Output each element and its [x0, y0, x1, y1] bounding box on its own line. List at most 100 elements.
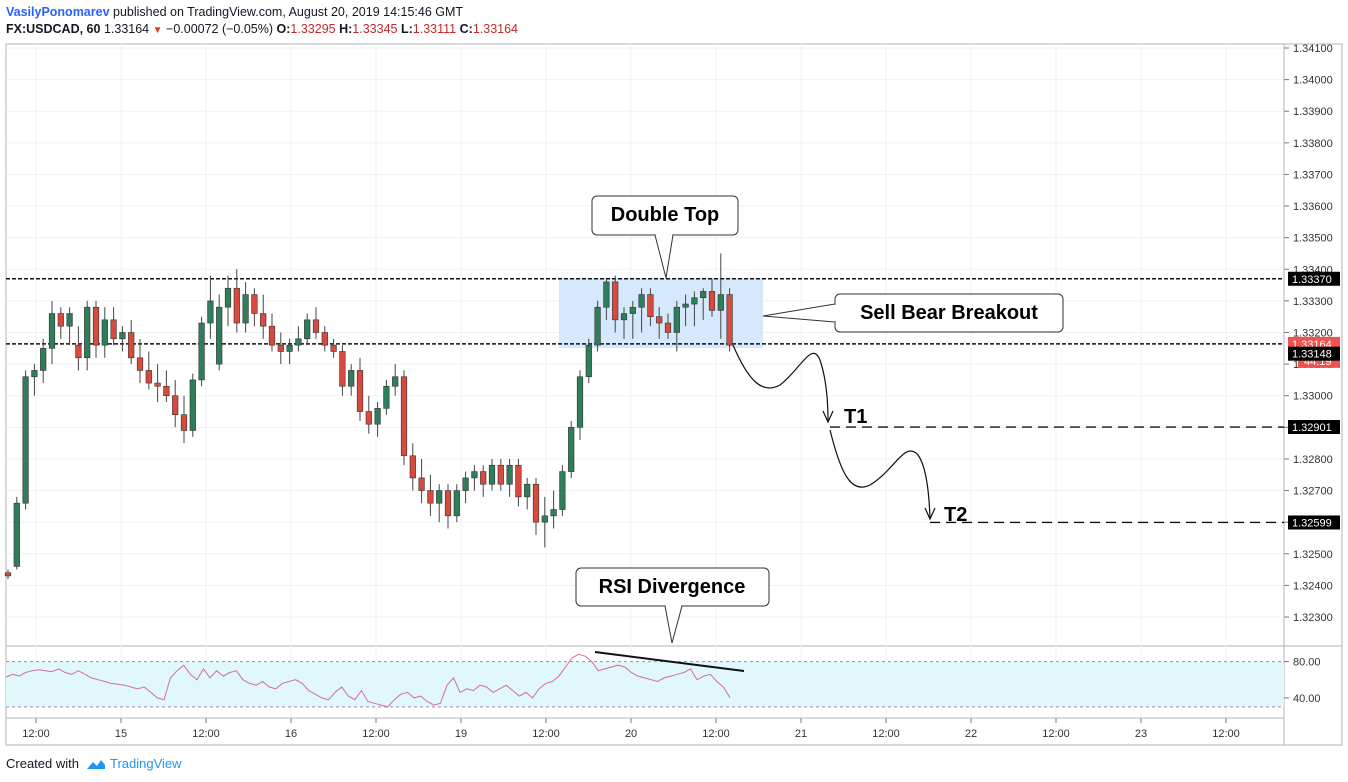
candle-up: [374, 408, 381, 425]
candle-up: [198, 322, 205, 381]
candle-up: [348, 370, 355, 387]
candle-down: [128, 332, 135, 359]
candle-up: [638, 294, 645, 308]
level-tag-top: 1.33370: [1292, 274, 1332, 286]
candle-up: [436, 490, 443, 504]
candle-up: [620, 313, 628, 321]
y-tick-label: 1.33300: [1293, 296, 1333, 308]
candle-down: [277, 344, 284, 352]
time-axis: 12:00 15 12:00 16 12:00 19 12:00 20 12:00 21 12:00…: [22, 718, 1240, 740]
candle-up: [488, 464, 496, 485]
tradingview-logo[interactable]: TradingView: [85, 756, 182, 771]
tradingview-cloud-icon: [86, 759, 105, 769]
y-tick-label: 1.32700: [1293, 486, 1333, 498]
published-text: published on TradingView.com, August 20,…: [113, 5, 464, 19]
candle-up: [295, 338, 302, 346]
target-tag-2-bg: [1288, 515, 1340, 530]
candle-down: [110, 319, 117, 340]
candle-up: [22, 376, 29, 504]
candle-down: [409, 455, 416, 479]
candle-up: [603, 281, 610, 308]
candle-down: [180, 414, 188, 431]
y-tick-label: 1.33700: [1293, 169, 1333, 181]
x-tick-label: 12:00: [1042, 728, 1070, 740]
close-label: C:: [459, 22, 473, 36]
candle-down: [330, 344, 337, 352]
close-value: 1.33164: [472, 22, 518, 36]
divergence-line: [594, 651, 745, 672]
candle-up: [286, 344, 293, 352]
candle-up: [629, 306, 636, 314]
candle-up: [576, 376, 584, 428]
candle-up: [84, 306, 91, 359]
y-tick-label: 1.32300: [1293, 612, 1333, 624]
x-tick-label: 19: [455, 728, 467, 740]
double-top-label: Double Top: [611, 204, 720, 226]
candle-down: [612, 281, 619, 321]
sell-breakout-callout: Sell Bear Breakout: [762, 293, 1064, 333]
open-label: O:: [276, 22, 291, 36]
candle-down: [4, 572, 12, 577]
candle-down: [312, 319, 320, 333]
candle-up: [506, 464, 513, 485]
candle-down: [418, 477, 425, 491]
level-tag-top-bg: [1288, 271, 1340, 286]
symbol-label[interactable]: FX:USDCAD, 60: [6, 22, 101, 36]
candle-down: [145, 370, 152, 384]
candle-down: [726, 294, 733, 346]
candle-down: [664, 322, 672, 333]
candle-down: [515, 464, 522, 498]
double-top-pointer: [654, 234, 674, 279]
open-value: 1.33295: [290, 22, 336, 36]
candle-down: [154, 382, 161, 387]
target-1-label: T1: [844, 406, 867, 428]
candle-up: [585, 344, 592, 378]
candle-up: [568, 427, 575, 472]
candle-down: [400, 376, 408, 457]
x-tick-label: 20: [625, 728, 637, 740]
x-tick-label: 15: [115, 728, 127, 740]
projection-path-1: [732, 344, 829, 421]
low-label: L:: [400, 22, 413, 36]
rsi-divergence-callout: RSI Divergence: [575, 567, 770, 644]
target-2-label: T2: [944, 504, 967, 526]
candle-up: [682, 303, 689, 308]
chart-frame: [5, 43, 1343, 746]
author-link[interactable]: VasilyPonomarev: [6, 5, 110, 19]
candle-up: [189, 379, 196, 431]
projection-arrow-2: [924, 507, 936, 521]
created-with-text: Created with: [6, 756, 79, 771]
candle-up: [119, 332, 126, 340]
candle-down: [172, 395, 179, 415]
target-tag-2: 1.32599: [1292, 517, 1332, 529]
y-tick-label: 1.34000: [1293, 75, 1333, 87]
candle-down: [251, 294, 258, 314]
candle-down: [480, 471, 487, 485]
candle-up: [462, 477, 469, 491]
candle-down: [708, 291, 716, 311]
candle-up: [691, 297, 698, 305]
rsi-tick-label: 80.00: [1293, 657, 1321, 669]
candle-down: [57, 313, 64, 327]
y-tick-label: 1.33200: [1293, 328, 1333, 340]
candle-down: [356, 370, 364, 412]
candle-up: [66, 313, 73, 327]
target-tag-1-bg: [1288, 420, 1340, 435]
y-tick-label: 1.34100: [1293, 43, 1333, 55]
x-tick-label: 12:00: [532, 728, 560, 740]
price-axis: 1.34100 1.34000 1.33900 1.33800 1.33700 1.336…: [1284, 43, 1333, 624]
x-tick-label: 12:00: [192, 728, 220, 740]
level-tag-bottom: 1.33148: [1292, 349, 1332, 361]
y-tick-label: 1.33600: [1293, 201, 1333, 213]
candle-up: [453, 490, 460, 517]
candle-down: [321, 332, 328, 346]
candle-up: [700, 291, 707, 299]
candle-down: [497, 464, 504, 485]
projection-arrow-1: [822, 410, 834, 424]
candle-up: [40, 348, 47, 371]
target-tag-1: 1.32901: [1292, 422, 1332, 434]
down-arrow-icon: ▼: [152, 25, 163, 36]
rsi-band: [6, 661, 1284, 707]
